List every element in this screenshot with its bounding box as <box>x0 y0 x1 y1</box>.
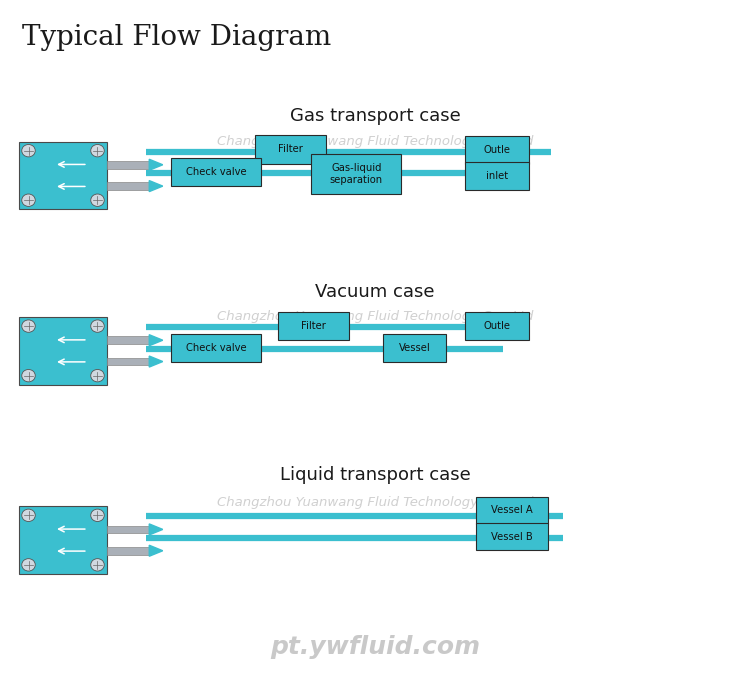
Circle shape <box>91 320 104 332</box>
Text: pt.ywfluid.com: pt.ywfluid.com <box>270 635 480 658</box>
Text: Outle: Outle <box>483 321 510 331</box>
Text: Typical Flow Diagram: Typical Flow Diagram <box>22 24 332 51</box>
Polygon shape <box>149 545 163 556</box>
FancyBboxPatch shape <box>278 312 349 340</box>
Circle shape <box>91 144 104 157</box>
FancyBboxPatch shape <box>465 312 529 340</box>
Circle shape <box>22 144 35 157</box>
Circle shape <box>22 369 35 382</box>
Text: Gas-liquid
separation: Gas-liquid separation <box>330 163 382 185</box>
Circle shape <box>22 320 35 332</box>
FancyBboxPatch shape <box>19 506 107 574</box>
FancyBboxPatch shape <box>107 358 151 365</box>
Circle shape <box>22 509 35 522</box>
Polygon shape <box>149 335 163 346</box>
Circle shape <box>91 194 104 206</box>
Circle shape <box>91 369 104 382</box>
Polygon shape <box>149 160 163 171</box>
Text: Changzhou Yuanwang Fluid Technology Co., Ltd: Changzhou Yuanwang Fluid Technology Co.,… <box>217 135 533 147</box>
Text: Vessel: Vessel <box>398 343 430 353</box>
Text: inlet: inlet <box>486 171 508 181</box>
FancyBboxPatch shape <box>107 547 151 555</box>
FancyBboxPatch shape <box>476 497 548 524</box>
Text: Filter: Filter <box>278 144 303 154</box>
Circle shape <box>91 509 104 522</box>
FancyBboxPatch shape <box>107 182 151 190</box>
Polygon shape <box>149 180 163 191</box>
Text: Check valve: Check valve <box>186 167 246 177</box>
Text: Vacuum case: Vacuum case <box>315 283 435 301</box>
Text: Vessel A: Vessel A <box>491 506 532 515</box>
Circle shape <box>91 559 104 571</box>
FancyBboxPatch shape <box>171 334 261 362</box>
FancyBboxPatch shape <box>171 158 261 186</box>
Polygon shape <box>149 356 163 367</box>
FancyBboxPatch shape <box>255 135 326 164</box>
Circle shape <box>22 194 35 206</box>
FancyBboxPatch shape <box>107 336 151 344</box>
Text: Check valve: Check valve <box>186 343 246 353</box>
Circle shape <box>22 559 35 571</box>
Polygon shape <box>149 524 163 535</box>
Text: Outle: Outle <box>483 145 510 155</box>
FancyBboxPatch shape <box>382 334 446 362</box>
Text: Filter: Filter <box>301 321 326 331</box>
FancyBboxPatch shape <box>19 142 107 209</box>
FancyBboxPatch shape <box>476 523 548 550</box>
FancyBboxPatch shape <box>19 317 107 385</box>
FancyBboxPatch shape <box>311 154 401 194</box>
FancyBboxPatch shape <box>465 136 529 164</box>
Text: Changzhou Yuanwang Fluid Technology Co., Ltd: Changzhou Yuanwang Fluid Technology Co.,… <box>217 310 533 323</box>
Text: Gas transport case: Gas transport case <box>290 107 460 125</box>
Text: Liquid transport case: Liquid transport case <box>280 466 470 484</box>
Text: Vessel B: Vessel B <box>491 532 532 541</box>
Text: Changzhou Yuanwang Fluid Technology Co., Ltd: Changzhou Yuanwang Fluid Technology Co.,… <box>217 496 533 508</box>
FancyBboxPatch shape <box>107 526 151 533</box>
FancyBboxPatch shape <box>465 162 529 190</box>
FancyBboxPatch shape <box>107 161 151 169</box>
